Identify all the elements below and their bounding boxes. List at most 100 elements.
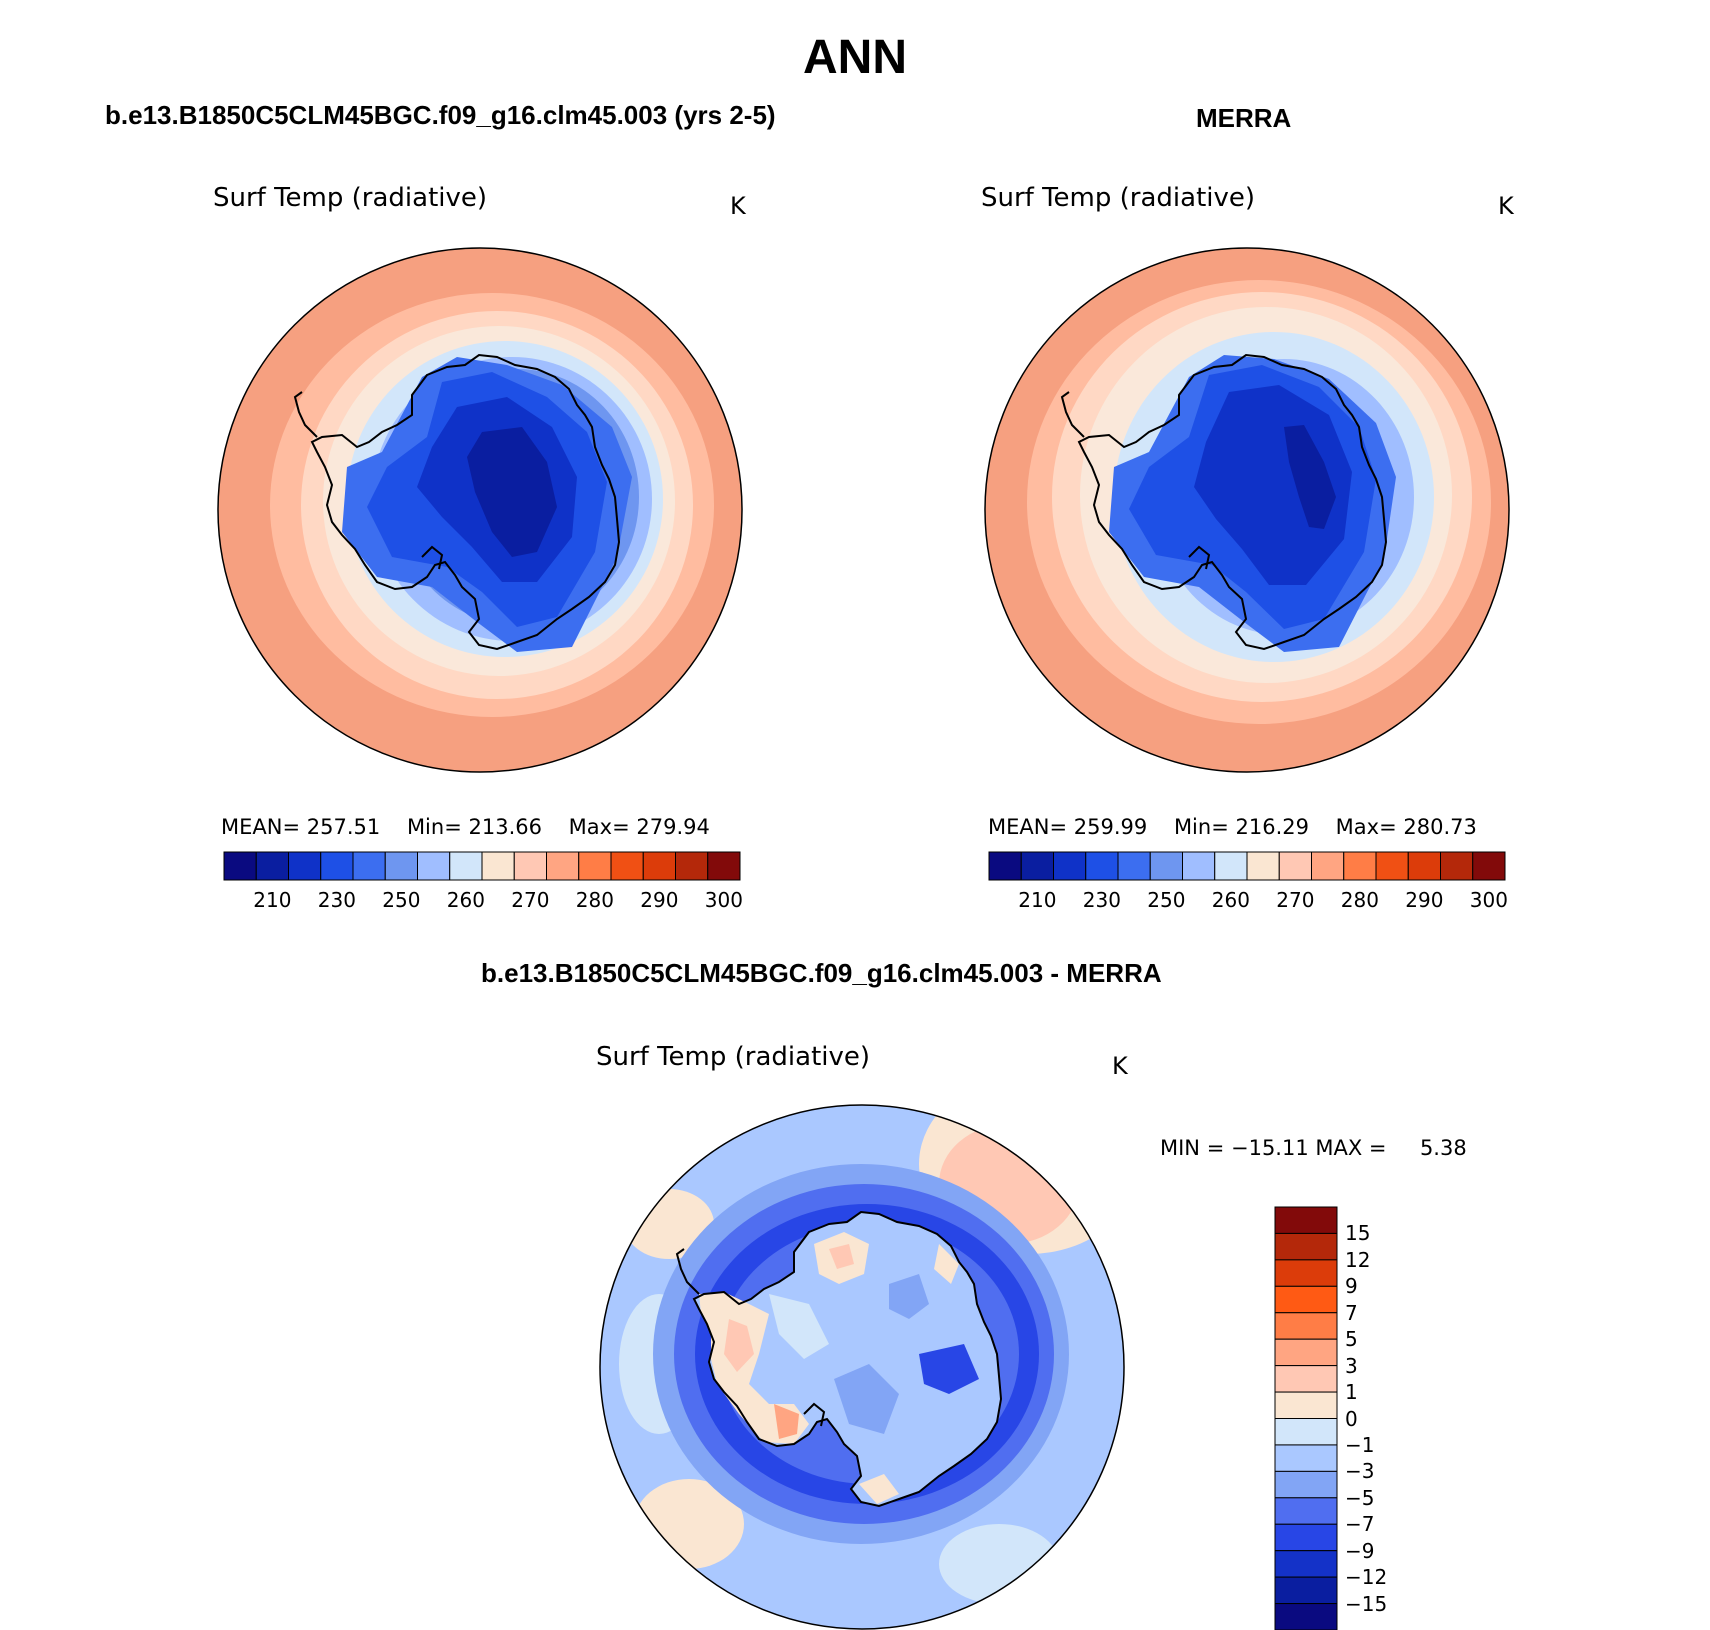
colorbar-swatch <box>610 851 644 881</box>
colorbar-tick-label: 290 <box>1405 888 1444 912</box>
obs-min-value: 216.29 <box>1235 815 1309 839</box>
colorbar-swatch <box>513 851 547 881</box>
colorbar-swatch <box>1274 1603 1338 1630</box>
obs-colorbar <box>988 851 1506 881</box>
colorbar-swatch <box>417 851 451 881</box>
colorbar-swatch <box>1020 851 1054 881</box>
colorbar-swatch <box>1278 851 1312 881</box>
colorbar-swatch <box>1214 851 1248 881</box>
colorbar-tick-label: 5 <box>1345 1327 1358 1352</box>
colorbar-swatch <box>1375 851 1409 881</box>
colorbar-swatch <box>1274 1338 1338 1367</box>
colorbar-swatch <box>1472 851 1506 881</box>
colorbar-tick-label: −12 <box>1345 1565 1388 1590</box>
colorbar-tick-label: −1 <box>1345 1432 1375 1457</box>
colorbar-swatch <box>1149 851 1183 881</box>
colorbar-tick-label: 270 <box>511 888 550 912</box>
model-stats: MEAN= 257.51 Min= 213.66 Max= 279.94 <box>221 815 710 839</box>
colorbar-swatch <box>481 851 515 881</box>
obs-polar-map <box>984 247 1510 773</box>
main-title: ANN <box>803 31 907 84</box>
colorbar-swatch <box>1311 851 1345 881</box>
colorbar-swatch <box>1274 1444 1338 1472</box>
colorbar-swatch <box>1343 851 1377 881</box>
diff-min-value: −15.11 <box>1230 1136 1309 1160</box>
colorbar-swatch <box>546 851 580 881</box>
colorbar-tick-label: 3 <box>1345 1353 1358 1378</box>
colorbar-swatch <box>1274 1312 1338 1340</box>
colorbar-swatch <box>1246 851 1280 881</box>
colorbar-swatch <box>223 851 257 881</box>
colorbar-swatch <box>1182 851 1216 881</box>
colorbar-tick-label: 230 <box>1082 888 1121 912</box>
colorbar-tick-label: 210 <box>1018 888 1057 912</box>
model-colorbar <box>223 851 741 881</box>
colorbar-swatch <box>1274 1470 1338 1499</box>
obs-units: K <box>1498 192 1514 220</box>
model-max-label: Max= <box>568 815 630 839</box>
colorbar-tick-label: 270 <box>1276 888 1315 912</box>
diff-colorbar <box>1274 1206 1338 1630</box>
colorbar-tick-label: 210 <box>253 888 292 912</box>
colorbar-swatch <box>1274 1550 1338 1578</box>
colorbar-swatch <box>707 851 741 881</box>
colorbar-tick-label: 280 <box>1340 888 1379 912</box>
colorbar-swatch <box>1440 851 1474 881</box>
obs-max-label: Max= <box>1335 815 1397 839</box>
colorbar-tick-label: −9 <box>1345 1538 1375 1563</box>
diff-stats: MIN = −15.11 MAX = 5.38 <box>1160 1136 1467 1160</box>
colorbar-tick-label: 260 <box>1211 888 1250 912</box>
colorbar-tick-label: 15 <box>1345 1221 1371 1246</box>
colorbar-tick-label: 9 <box>1345 1274 1358 1299</box>
colorbar-swatch <box>449 851 483 881</box>
colorbar-swatch <box>255 851 289 881</box>
colorbar-swatch <box>1407 851 1441 881</box>
model-polar-map <box>217 247 743 773</box>
diff-units: K <box>1112 1052 1128 1080</box>
colorbar-swatch <box>320 851 354 881</box>
colorbar-swatch <box>1274 1232 1338 1261</box>
colorbar-tick-label: 300 <box>1469 888 1508 912</box>
obs-min-label: Min= <box>1173 815 1229 839</box>
colorbar-swatch <box>1274 1391 1338 1419</box>
diff-max-label: MAX = <box>1315 1136 1387 1160</box>
colorbar-swatch <box>1117 851 1151 881</box>
colorbar-tick-label: 230 <box>317 888 356 912</box>
colorbar-tick-label: 250 <box>1147 888 1186 912</box>
colorbar-swatch <box>1274 1576 1338 1605</box>
diff-colorbar-labels: 15 12 9 7 5 3 1 0 −1 −3 −5 −7 −9 −12 −15 <box>1345 1207 1425 1630</box>
obs-max-value: 280.73 <box>1403 815 1477 839</box>
colorbar-swatch <box>1274 1523 1338 1552</box>
colorbar-swatch <box>675 851 709 881</box>
colorbar-swatch <box>988 851 1022 881</box>
colorbar-tick-label: −5 <box>1345 1485 1375 1510</box>
model-max-value: 279.94 <box>636 815 710 839</box>
colorbar-tick-label: 12 <box>1345 1247 1371 1272</box>
model-variable-title: Surf Temp (radiative) <box>213 183 488 213</box>
colorbar-tick-label: −15 <box>1345 1591 1388 1616</box>
colorbar-swatch <box>1274 1259 1338 1287</box>
colorbar-swatch <box>288 851 322 881</box>
obs-mean-value: 259.99 <box>1073 815 1148 839</box>
obs-panel-title: MERRA <box>1196 103 1292 133</box>
colorbar-tick-label: 280 <box>575 888 614 912</box>
colorbar-swatch <box>384 851 418 881</box>
colorbar-swatch <box>1274 1206 1338 1234</box>
diff-panel-title: b.e13.B1850C5CLM45BGC.f09_g16.clm45.003 … <box>481 958 1162 988</box>
colorbar-tick-label: 1 <box>1345 1380 1358 1405</box>
colorbar-tick-label: 250 <box>382 888 421 912</box>
colorbar-tick-label: 260 <box>446 888 485 912</box>
colorbar-swatch <box>352 851 386 881</box>
colorbar-swatch <box>1274 1365 1338 1393</box>
obs-stats: MEAN= 259.99 Min= 216.29 Max= 280.73 <box>988 815 1477 839</box>
colorbar-swatch <box>1053 851 1087 881</box>
colorbar-swatch <box>642 851 676 881</box>
model-mean-label: MEAN= <box>221 815 301 839</box>
model-min-label: Min= <box>406 815 462 839</box>
model-panel-title: b.e13.B1850C5CLM45BGC.f09_g16.clm45.003 … <box>105 100 776 130</box>
colorbar-swatch <box>578 851 612 881</box>
colorbar-tick-label: −7 <box>1345 1512 1375 1537</box>
colorbar-tick-label: −3 <box>1345 1459 1375 1484</box>
diff-variable-title: Surf Temp (radiative) <box>596 1042 871 1072</box>
model-units: K <box>730 192 746 220</box>
